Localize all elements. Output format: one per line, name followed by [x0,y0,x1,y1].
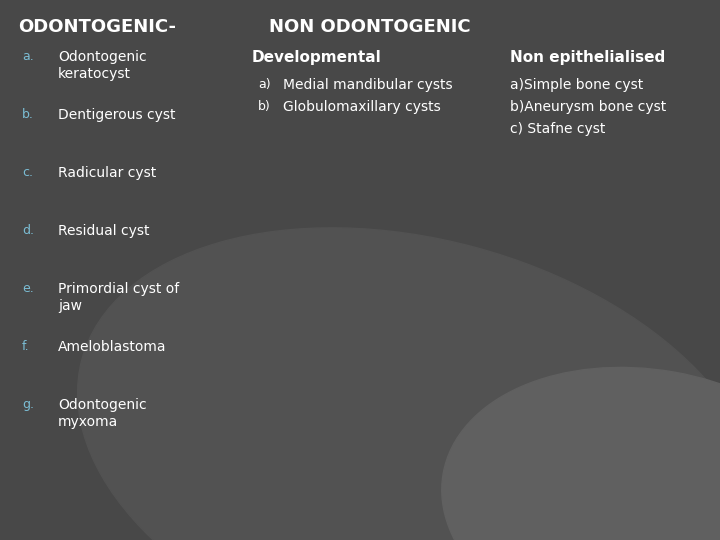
Text: Odontogenic
keratocyst: Odontogenic keratocyst [58,50,147,81]
Text: Medial mandibular cysts: Medial mandibular cysts [283,78,453,92]
Text: Non epithelialised: Non epithelialised [510,50,665,65]
Text: Odontogenic
myxoma: Odontogenic myxoma [58,398,147,429]
Text: Radicular cyst: Radicular cyst [58,166,156,180]
Text: b.: b. [22,108,34,121]
Ellipse shape [78,228,720,540]
Text: Globulomaxillary cysts: Globulomaxillary cysts [283,100,441,114]
Text: Residual cyst: Residual cyst [58,224,150,238]
Text: c) Stafne cyst: c) Stafne cyst [510,122,606,136]
Text: a)Simple bone cyst: a)Simple bone cyst [510,78,643,92]
Text: Ameloblastoma: Ameloblastoma [58,340,166,354]
Text: Primordial cyst of
jaw: Primordial cyst of jaw [58,282,179,313]
Text: b): b) [258,100,271,113]
Text: d.: d. [22,224,34,237]
Text: g.: g. [22,398,34,411]
Text: f.: f. [22,340,30,353]
Text: c.: c. [22,166,33,179]
Text: b)Aneurysm bone cyst: b)Aneurysm bone cyst [510,100,666,114]
Text: ODONTOGENIC-: ODONTOGENIC- [18,18,176,36]
Text: a): a) [258,78,271,91]
Ellipse shape [442,367,720,540]
Text: a.: a. [22,50,34,63]
Text: NON ODONTOGENIC: NON ODONTOGENIC [269,18,471,36]
Text: Developmental: Developmental [252,50,382,65]
Text: e.: e. [22,282,34,295]
Text: Dentigerous cyst: Dentigerous cyst [58,108,176,122]
